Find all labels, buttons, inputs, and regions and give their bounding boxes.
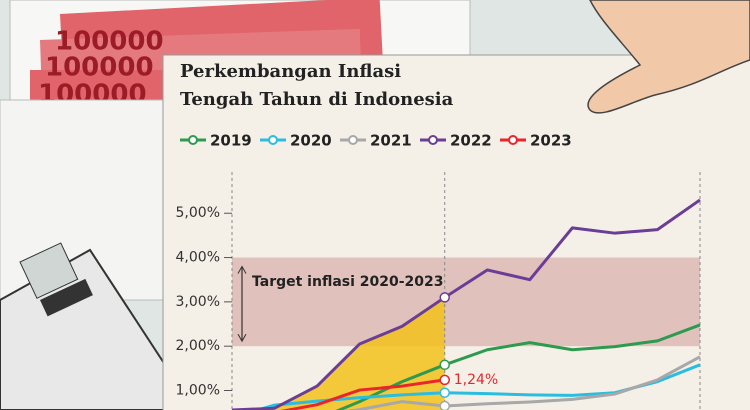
target-band (232, 257, 700, 347)
y-tick-label: 1,00% (176, 383, 220, 399)
legend-label: 2021 (370, 132, 412, 150)
series-line (335, 323, 701, 410)
point-marker (439, 292, 450, 303)
y-tick-label: 5,00% (176, 205, 220, 221)
point-marker (439, 387, 450, 398)
plot: 1,00% 2,00% 3,00% 4,00% 5,00% 2019 2020 2021 202… (176, 132, 701, 410)
calculator-paper (19, 242, 79, 299)
bill-text: 100000 (55, 27, 164, 57)
chart-subtitle: Tengah Tahun di Indonesia (180, 89, 454, 110)
point-marker (439, 359, 450, 371)
legend-label: 2019 (210, 132, 252, 150)
legend-label: 2022 (450, 132, 492, 150)
series-line (345, 355, 701, 410)
legend-marker (268, 135, 278, 145)
point-marker (439, 400, 450, 410)
target-label: Target inflasi 2020-2023 (252, 274, 444, 290)
arrow-head (237, 265, 247, 274)
legend-marker (428, 135, 438, 145)
bill-text: 100000 (45, 53, 154, 83)
legend-marker (508, 135, 518, 145)
series-line (231, 198, 701, 410)
target-band-group: Target inflasi 2020-2023 (232, 257, 700, 347)
y-tick-label: 2,00% (176, 338, 220, 354)
legend-marker (188, 135, 198, 145)
chart-title: Perkembangan Inflasi (180, 61, 401, 82)
chart-card (162, 54, 750, 410)
value-label: 1,24% (454, 372, 498, 388)
hand (587, 0, 750, 114)
highlight-area (232, 297, 445, 410)
y-tick-label: 4,00% (176, 250, 220, 266)
legend-label: 2020 (290, 132, 332, 150)
point-marker (439, 374, 450, 386)
legend-label: 2023 (530, 132, 572, 150)
y-tick-label: 3,00% (176, 294, 220, 310)
series-line (280, 378, 445, 410)
calculator-screen (40, 278, 93, 317)
legend-marker (348, 135, 358, 145)
arrow-head (237, 333, 247, 343)
